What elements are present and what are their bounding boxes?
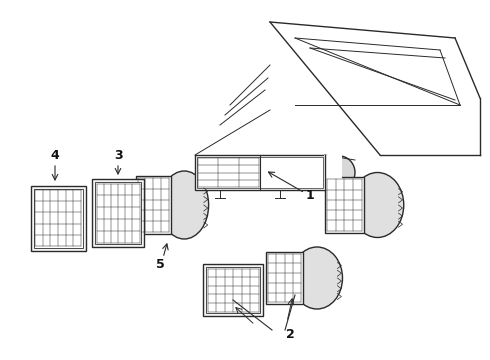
Ellipse shape [292, 247, 343, 309]
Bar [95, 182, 141, 244]
Bar [136, 176, 171, 234]
Bar [195, 155, 325, 190]
Bar [197, 157, 323, 188]
Ellipse shape [323, 156, 355, 189]
Ellipse shape [351, 172, 404, 238]
Bar [33, 189, 82, 248]
Bar [325, 177, 364, 233]
Text: 4: 4 [50, 149, 59, 162]
Bar [324, 155, 342, 190]
Bar [206, 267, 260, 313]
Bar [266, 252, 303, 304]
Text: 3: 3 [114, 149, 122, 162]
Bar [203, 264, 263, 316]
Text: 1: 1 [306, 189, 315, 202]
Bar [30, 185, 85, 251]
Text: 2: 2 [286, 328, 294, 342]
Bar [92, 179, 144, 247]
Ellipse shape [160, 171, 209, 239]
Text: 5: 5 [156, 258, 164, 271]
